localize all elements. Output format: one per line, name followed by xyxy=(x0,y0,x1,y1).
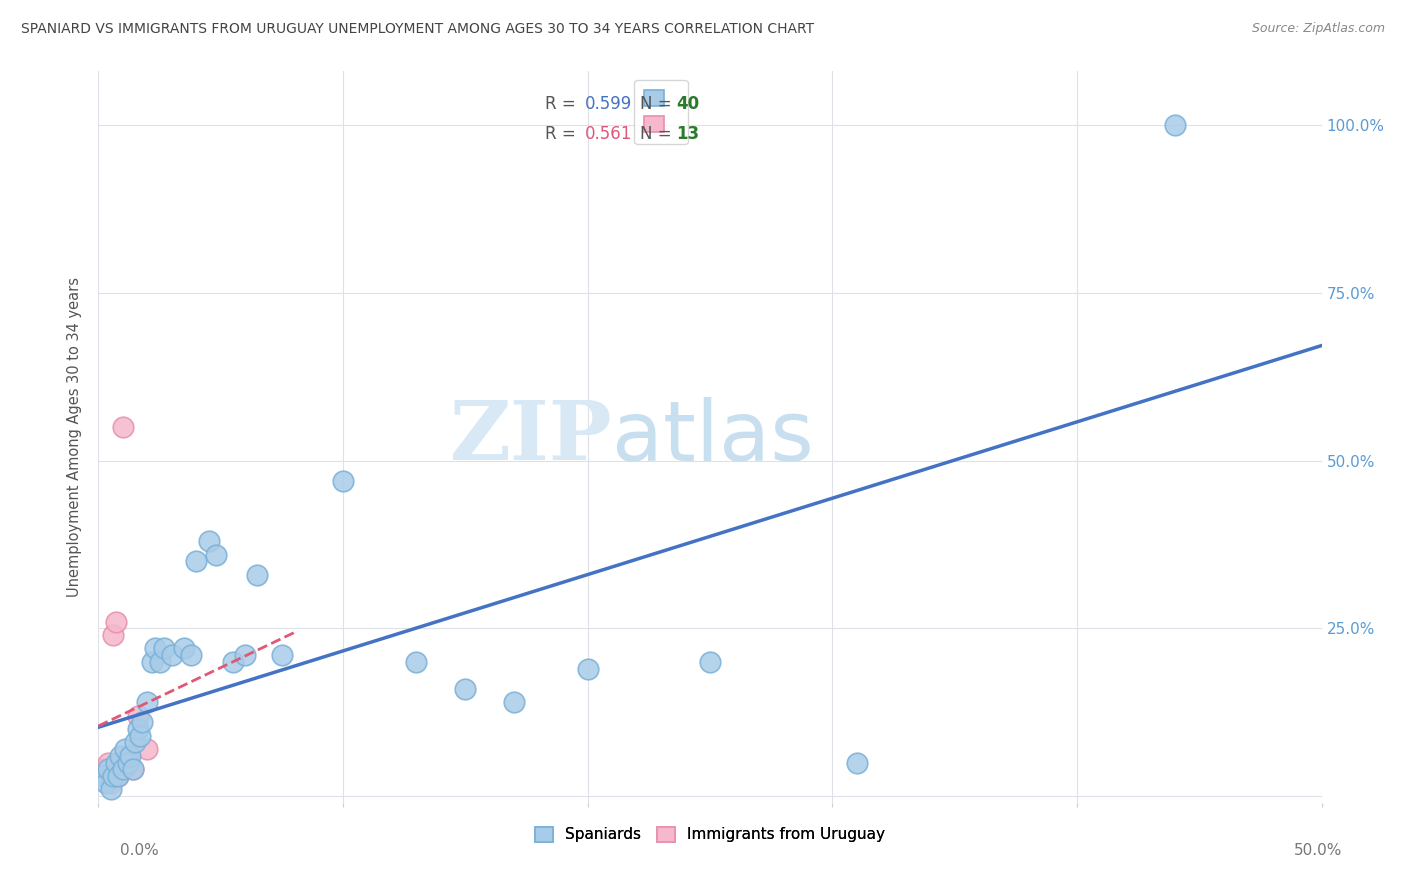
Point xyxy=(503,695,526,709)
Point xyxy=(120,748,142,763)
Point xyxy=(127,722,149,736)
Text: ZIP: ZIP xyxy=(450,397,612,477)
Point xyxy=(160,648,183,662)
Point xyxy=(405,655,427,669)
Point xyxy=(131,715,153,730)
Point xyxy=(205,548,228,562)
Point xyxy=(143,641,166,656)
Point xyxy=(114,742,136,756)
Point xyxy=(454,681,477,696)
Point xyxy=(197,534,219,549)
Point xyxy=(101,769,124,783)
Point xyxy=(180,648,202,662)
Text: N =: N = xyxy=(640,125,678,143)
Text: 40: 40 xyxy=(676,95,699,113)
Y-axis label: Unemployment Among Ages 30 to 34 years: Unemployment Among Ages 30 to 34 years xyxy=(67,277,83,597)
Point xyxy=(94,775,117,789)
Text: SPANIARD VS IMMIGRANTS FROM URUGUAY UNEMPLOYMENT AMONG AGES 30 TO 34 YEARS CORRE: SPANIARD VS IMMIGRANTS FROM URUGUAY UNEM… xyxy=(21,22,814,37)
Point xyxy=(100,775,122,789)
Point xyxy=(141,655,163,669)
Text: 13: 13 xyxy=(676,125,699,143)
Point xyxy=(110,756,132,770)
Text: 0.561: 0.561 xyxy=(585,125,633,143)
Point xyxy=(1164,118,1187,132)
Text: R =: R = xyxy=(546,95,581,113)
Point xyxy=(101,628,124,642)
Point xyxy=(129,729,152,743)
Point xyxy=(576,662,599,676)
Text: N =: N = xyxy=(640,95,678,113)
Text: Source: ZipAtlas.com: Source: ZipAtlas.com xyxy=(1251,22,1385,36)
Legend: Spaniards, Immigrants from Uruguay: Spaniards, Immigrants from Uruguay xyxy=(527,819,893,850)
Point xyxy=(107,769,129,783)
Point xyxy=(117,756,139,770)
Point xyxy=(117,748,139,763)
Point xyxy=(127,708,149,723)
Point xyxy=(173,641,195,656)
Point xyxy=(246,567,269,582)
Point xyxy=(97,756,120,770)
Text: 0.0%: 0.0% xyxy=(120,843,159,858)
Point xyxy=(91,769,114,783)
Point xyxy=(136,695,159,709)
Point xyxy=(233,648,256,662)
Text: 50.0%: 50.0% xyxy=(1295,843,1343,858)
Point xyxy=(136,742,159,756)
Point xyxy=(97,762,120,776)
Point xyxy=(124,735,146,749)
Point xyxy=(186,554,208,568)
Point xyxy=(845,756,868,770)
Point xyxy=(110,748,132,763)
Point xyxy=(222,655,245,669)
Point xyxy=(699,655,721,669)
Point xyxy=(121,762,143,776)
Point xyxy=(153,641,176,656)
Point xyxy=(121,762,143,776)
Point xyxy=(270,648,294,662)
Point xyxy=(111,420,134,434)
Point xyxy=(104,756,127,770)
Point xyxy=(111,762,134,776)
Point xyxy=(91,762,114,776)
Point xyxy=(149,655,172,669)
Point xyxy=(107,769,129,783)
Point xyxy=(94,769,117,783)
Point xyxy=(100,782,122,797)
Text: 0.599: 0.599 xyxy=(585,95,633,113)
Text: atlas: atlas xyxy=(612,397,814,477)
Point xyxy=(332,474,354,488)
Text: R =: R = xyxy=(546,125,581,143)
Point xyxy=(104,615,127,629)
